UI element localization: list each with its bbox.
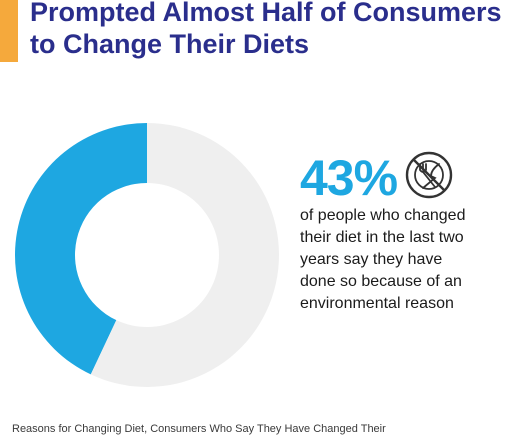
description-line: environmental reason bbox=[300, 295, 454, 312]
donut-chart bbox=[15, 123, 280, 387]
stat-percentage: 43% bbox=[300, 150, 398, 206]
footnote: Reasons for Changing Diet, Consumers Who… bbox=[12, 423, 386, 435]
title-line: to Change Their Diets bbox=[30, 29, 310, 59]
no-eating-icon bbox=[405, 151, 453, 199]
accent-bar bbox=[0, 0, 18, 62]
title-line: Prompted Almost Half of Consumers bbox=[30, 0, 502, 27]
donut-slice bbox=[15, 123, 147, 375]
stat-description: of people who changed their diet in the … bbox=[300, 205, 525, 315]
description-line: done so because of an bbox=[300, 273, 462, 290]
chart-title: Prompted Almost Half of Consumers to Cha… bbox=[30, 0, 520, 60]
description-line: their diet in the last two bbox=[300, 229, 464, 246]
description-line: of people who changed bbox=[300, 207, 466, 224]
description-line: years say they have bbox=[300, 251, 443, 268]
donut-slice bbox=[90, 123, 280, 387]
